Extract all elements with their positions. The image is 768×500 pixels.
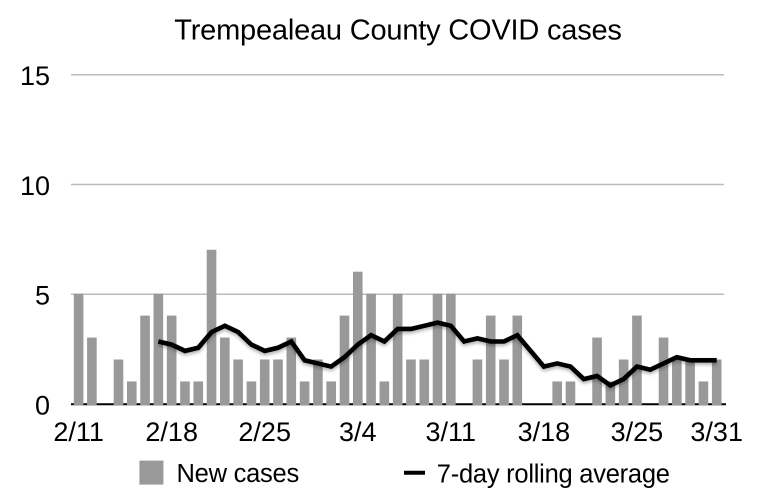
svg-text:Trempealeau County COVID cases: Trempealeau County COVID cases [174,15,621,47]
svg-text:5: 5 [35,281,50,311]
svg-text:3/11: 3/11 [426,417,477,447]
svg-text:0: 0 [35,390,50,420]
svg-text:3/4: 3/4 [339,417,377,447]
svg-text:3/31: 3/31 [690,417,743,447]
svg-text:15: 15 [20,61,50,91]
svg-text:New cases: New cases [177,460,299,488]
svg-text:2/25: 2/25 [238,417,291,447]
svg-text:3/25: 3/25 [611,417,664,447]
svg-text:2/11: 2/11 [53,417,104,447]
svg-text:3/18: 3/18 [518,417,571,447]
svg-text:2/18: 2/18 [145,417,198,447]
svg-text:7-day rolling average: 7-day rolling average [437,460,670,488]
svg-text:10: 10 [20,171,50,201]
